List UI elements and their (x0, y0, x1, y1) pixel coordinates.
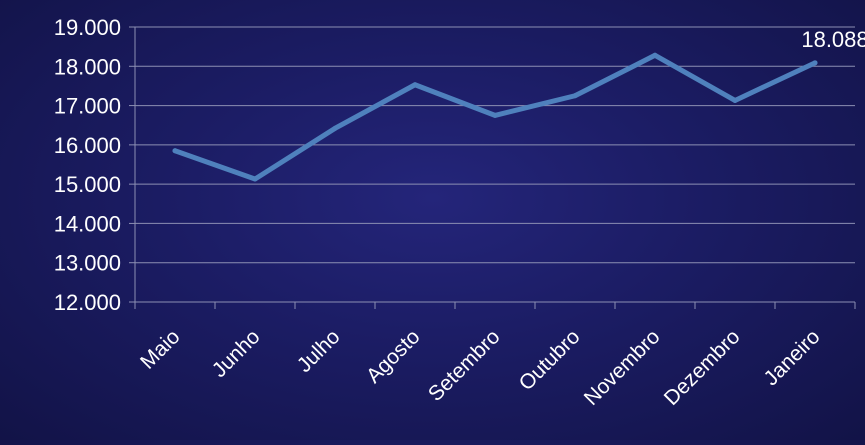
data-label: 18.088 (801, 27, 865, 52)
y-tick-label: 14.000 (54, 211, 121, 236)
data-point (572, 93, 578, 99)
gridlines (135, 26, 855, 264)
x-tick-label: Junho (208, 325, 265, 382)
data-point (652, 52, 658, 58)
y-tick-label: 19.000 (54, 15, 121, 40)
y-tick-label: 17.000 (54, 94, 121, 119)
y-tick-label: 16.000 (54, 133, 121, 158)
x-tick-labels: Maio Junho Julho Agosto Setembro OutubroNovem… (136, 325, 824, 410)
x-tick-label: Dezembro (660, 325, 745, 410)
data-point (172, 148, 178, 154)
series-layer (172, 52, 818, 182)
y-tick-labels: 12.000 13.000 14.000 15.000 16.000 17.000 18.0… (54, 15, 121, 315)
y-tick-label: 13.000 (54, 251, 121, 276)
y-tick-label: 15.000 (54, 172, 121, 197)
data-point (812, 60, 818, 66)
data-point (332, 125, 338, 131)
data-point (492, 112, 498, 118)
y-tick-label: 12.000 (54, 290, 121, 315)
data-point (252, 176, 258, 182)
y-tick-label: 18.000 (54, 54, 121, 79)
x-tick-label: Setembro (424, 325, 505, 406)
x-tick-label: Julho (293, 325, 345, 377)
x-tick-label: Janeiro (760, 325, 825, 390)
data-labels: 18.088 (801, 27, 865, 52)
x-tick-label: Maio (136, 325, 184, 373)
x-tick-label: Novembro (580, 325, 665, 410)
x-tick-label: Outubro (515, 325, 585, 395)
data-point (412, 82, 418, 88)
data-point (732, 97, 738, 103)
x-tick-label: Agosto (362, 325, 425, 388)
axes (129, 26, 856, 309)
